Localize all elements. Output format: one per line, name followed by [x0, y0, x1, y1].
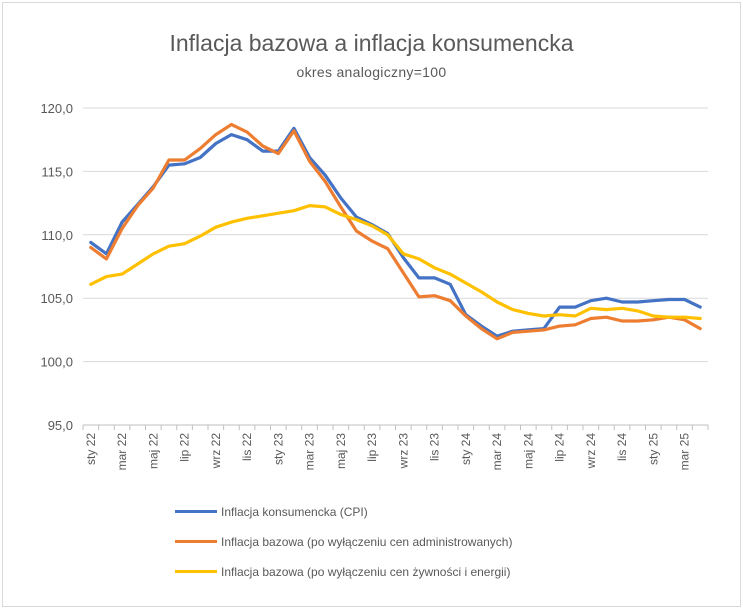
legend-label-core-food-energy: Inflacja bazowa (po wyłączeniu cen żywno… [221, 564, 511, 579]
x-tick-label: mar 22 [115, 433, 129, 471]
x-tick-label: mar 25 [678, 433, 692, 471]
x-tick-label: mar 24 [490, 433, 504, 471]
x-tick-label: mar 23 [303, 433, 317, 471]
x-tick-label: wrz 24 [584, 433, 598, 470]
x-tick-label: maj 22 [146, 433, 160, 469]
y-tick-label: 95,0 [48, 418, 73, 433]
y-tick-label: 110,0 [41, 228, 73, 243]
x-tick-label: lip 22 [178, 433, 192, 462]
series-line-3 [89, 204, 702, 321]
series-line-2 [89, 122, 702, 341]
x-tick-label: sty 25 [646, 433, 660, 465]
x-tick-label: wrz 23 [396, 433, 410, 470]
y-tick-label: 100,0 [40, 355, 73, 370]
x-tick-label: lis 23 [428, 433, 442, 461]
x-tick-label: maj 23 [334, 433, 348, 469]
chart-title: Inflacja bazowa a inflacja konsumencka [169, 30, 574, 56]
x-tick-label: sty 22 [84, 433, 98, 465]
x-tick-label: lip 23 [365, 433, 379, 462]
legend-item-core-admin: Inflacja bazowa (po wyłączeniu cen admin… [175, 534, 512, 549]
legend-item-core-food-energy: Inflacja bazowa (po wyłączeniu cen żywno… [175, 564, 512, 579]
x-tick-label: sty 23 [271, 433, 285, 465]
y-tick-label: 120,0 [40, 101, 73, 116]
legend-swatch-cpi [175, 510, 217, 513]
legend-label-core-admin: Inflacja bazowa (po wyłączeniu cen admin… [221, 534, 513, 549]
x-tick-label: lis 24 [615, 433, 629, 461]
x-tick-label: maj 24 [521, 433, 535, 469]
x-tick-label: sty 24 [459, 433, 473, 465]
legend-swatch-core-admin [175, 540, 217, 543]
legend-label-cpi: Inflacja konsumencka (CPI) [221, 504, 368, 519]
y-tick-label: 105,0 [40, 291, 73, 306]
chart-subtitle: okres analogiczny=100 [296, 64, 447, 80]
x-tick-label: lis 22 [240, 433, 254, 461]
legend: Inflacja konsumencka (CPI) Inflacja bazo… [175, 504, 512, 594]
y-tick-label: 115,0 [41, 164, 73, 179]
x-tick-label: wrz 22 [209, 433, 223, 470]
legend-item-cpi: Inflacja konsumencka (CPI) [175, 504, 512, 519]
x-tick-label: lip 24 [553, 433, 567, 462]
legend-swatch-core-food-energy [175, 570, 217, 573]
